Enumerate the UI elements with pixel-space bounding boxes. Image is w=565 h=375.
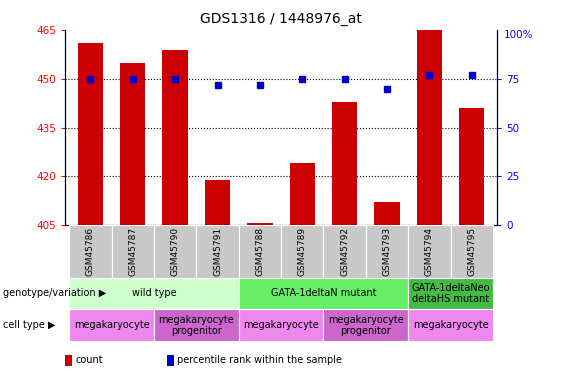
Text: GSM45789: GSM45789	[298, 226, 307, 276]
Bar	[374, 202, 400, 225]
Bar	[163, 50, 188, 225]
Text: genotype/variation ▶: genotype/variation ▶	[3, 288, 106, 298]
Text: wild type: wild type	[132, 288, 176, 298]
Text: GSM45791: GSM45791	[213, 226, 222, 276]
Text: GSM45792: GSM45792	[340, 227, 349, 276]
Text: GSM45788: GSM45788	[255, 226, 264, 276]
Text: GSM45793: GSM45793	[383, 226, 392, 276]
Bar	[69, 278, 238, 309]
Text: GSM45787: GSM45787	[128, 226, 137, 276]
Text: GSM45790: GSM45790	[171, 226, 180, 276]
Text: cell type ▶: cell type ▶	[3, 320, 55, 330]
Text: GSM45794: GSM45794	[425, 227, 434, 276]
Bar	[323, 309, 408, 341]
Bar	[154, 309, 238, 341]
Bar	[408, 225, 451, 278]
Bar	[323, 225, 366, 278]
Text: megakaryocyte: megakaryocyte	[412, 320, 489, 330]
Title: GDS1316 / 1448976_at: GDS1316 / 1448976_at	[200, 12, 362, 26]
Text: megakaryocyte: megakaryocyte	[73, 320, 150, 330]
Bar	[69, 309, 154, 341]
Bar	[281, 225, 323, 278]
Text: megakaryocyte
progenitor: megakaryocyte progenitor	[158, 315, 234, 336]
Text: megakaryocyte
progenitor: megakaryocyte progenitor	[328, 315, 404, 336]
Bar	[197, 225, 238, 278]
Bar	[120, 63, 145, 225]
Text: 100%: 100%	[503, 30, 533, 40]
Text: GATA-1deltaNeo
deltaHS mutant: GATA-1deltaNeo deltaHS mutant	[411, 283, 490, 304]
Text: percentile rank within the sample: percentile rank within the sample	[177, 356, 342, 365]
Bar	[332, 102, 358, 225]
Bar	[459, 108, 485, 225]
Bar	[112, 225, 154, 278]
Text: GATA-1deltaN mutant: GATA-1deltaN mutant	[271, 288, 376, 298]
Text: GSM45795: GSM45795	[467, 226, 476, 276]
Bar	[289, 163, 315, 225]
Bar	[69, 225, 112, 278]
Text: megakaryocyte: megakaryocyte	[243, 320, 319, 330]
Bar	[238, 278, 408, 309]
Text: count: count	[75, 356, 103, 365]
Text: GSM45786: GSM45786	[86, 226, 95, 276]
Bar	[78, 43, 103, 225]
Bar	[154, 225, 197, 278]
Bar	[366, 225, 408, 278]
Bar	[408, 309, 493, 341]
Bar	[417, 30, 442, 225]
Bar	[247, 224, 273, 225]
Bar	[238, 225, 281, 278]
Bar	[205, 180, 231, 225]
Bar	[408, 278, 493, 309]
Bar	[238, 309, 323, 341]
Bar	[451, 225, 493, 278]
